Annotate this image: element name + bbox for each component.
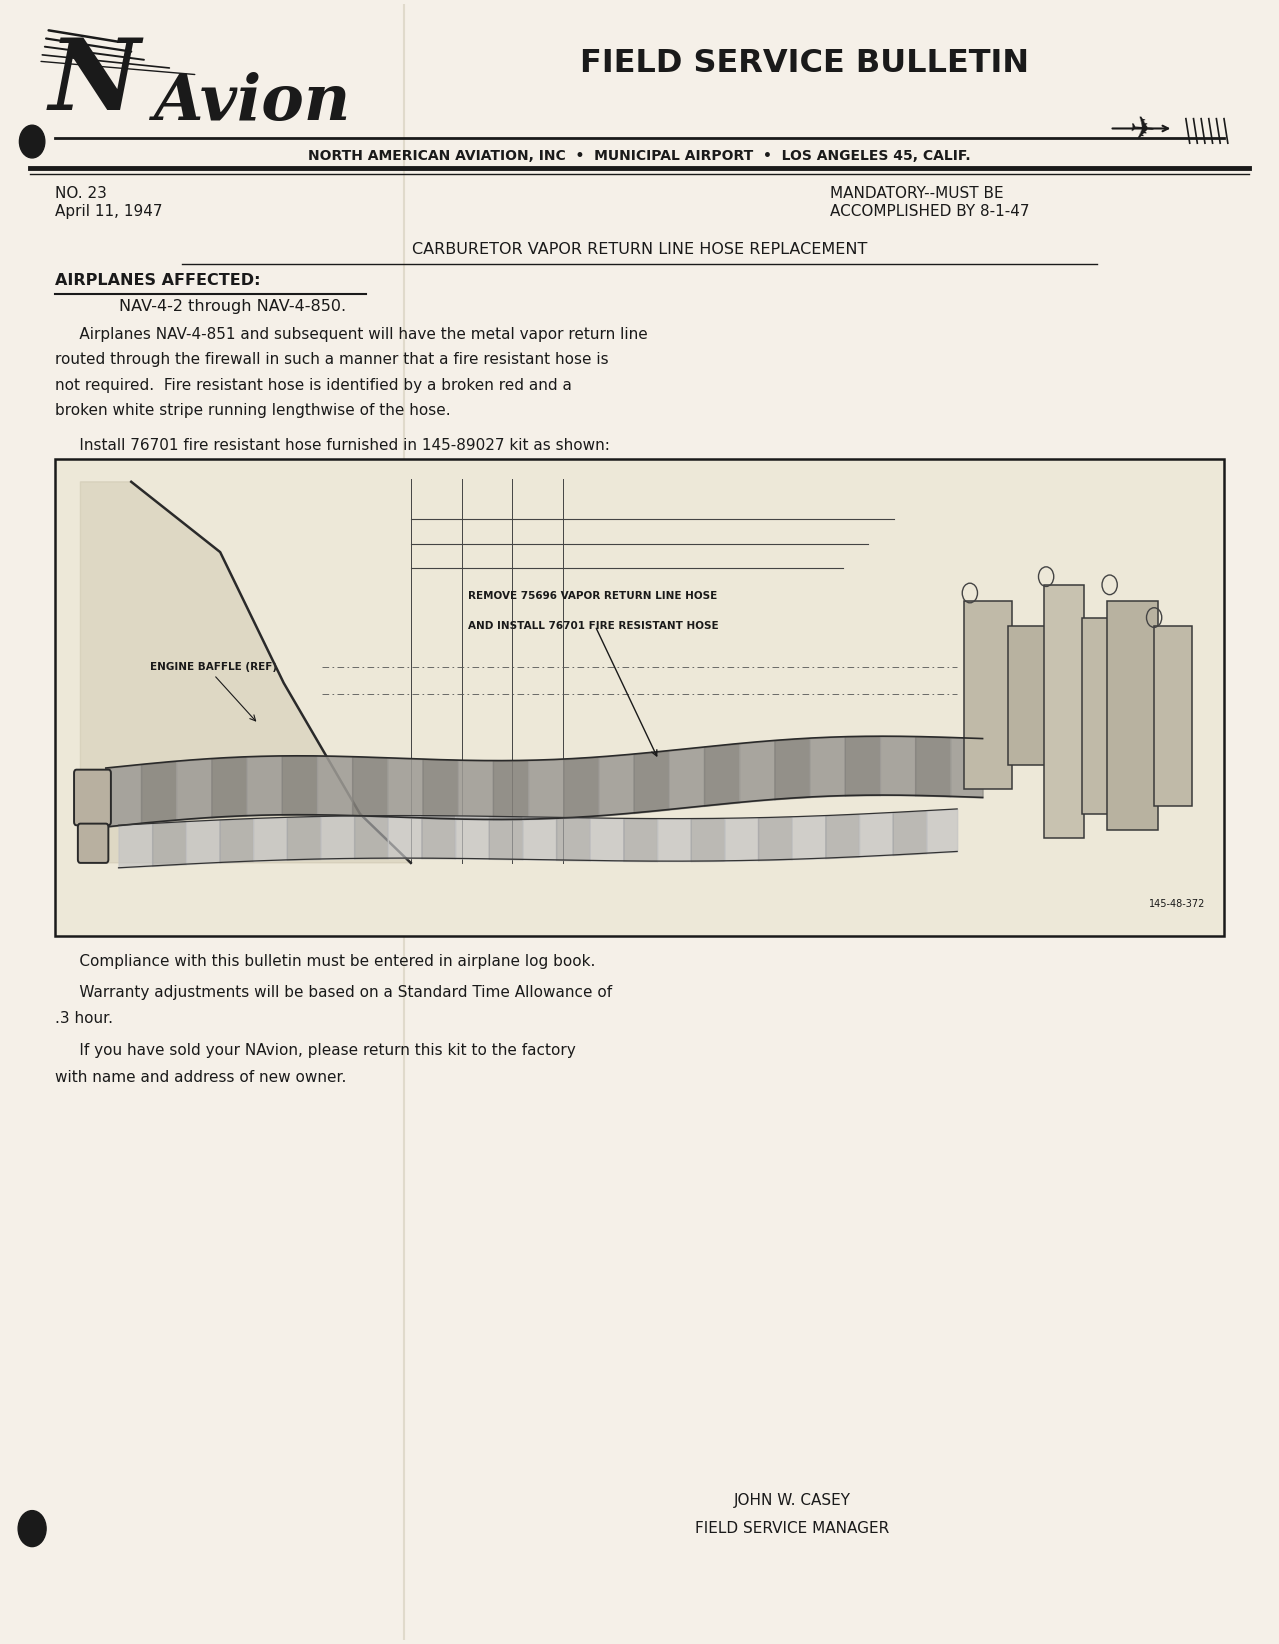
Text: with name and address of new owner.: with name and address of new owner. (55, 1070, 347, 1085)
Text: broken white stripe running lengthwise of the hose.: broken white stripe running lengthwise o… (55, 403, 450, 418)
FancyBboxPatch shape (1044, 585, 1085, 838)
Text: Compliance with this bulletin must be entered in airplane log book.: Compliance with this bulletin must be en… (55, 954, 595, 968)
Text: CARBURETOR VAPOR RETURN LINE HOSE REPLACEMENT: CARBURETOR VAPOR RETURN LINE HOSE REPLAC… (412, 242, 867, 256)
Text: AND INSTALL 76701 FIRE RESISTANT HOSE: AND INSTALL 76701 FIRE RESISTANT HOSE (468, 621, 719, 631)
Polygon shape (81, 482, 411, 863)
Text: NO. 23: NO. 23 (55, 186, 107, 202)
FancyBboxPatch shape (78, 824, 109, 863)
Text: AIRPLANES AFFECTED:: AIRPLANES AFFECTED: (55, 273, 261, 288)
Text: not required.  Fire resistant hose is identified by a broken red and a: not required. Fire resistant hose is ide… (55, 378, 572, 393)
Text: N: N (49, 35, 139, 132)
Text: FIELD SERVICE BULLETIN: FIELD SERVICE BULLETIN (581, 48, 1030, 79)
Text: ENGINE BAFFLE (REF): ENGINE BAFFLE (REF) (151, 661, 278, 672)
Text: FIELD SERVICE MANAGER: FIELD SERVICE MANAGER (694, 1521, 889, 1535)
Text: routed through the firewall in such a manner that a fire resistant hose is: routed through the firewall in such a ma… (55, 352, 609, 367)
Text: .3 hour.: .3 hour. (55, 1011, 113, 1026)
Text: JOHN W. CASEY: JOHN W. CASEY (733, 1493, 851, 1508)
FancyBboxPatch shape (1154, 626, 1192, 806)
Text: NAV-4-2 through NAV-4-850.: NAV-4-2 through NAV-4-850. (119, 299, 345, 314)
Text: NORTH AMERICAN AVIATION, INC  •  MUNICIPAL AIRPORT  •  LOS ANGELES 45, CALIF.: NORTH AMERICAN AVIATION, INC • MUNICIPAL… (308, 150, 971, 163)
FancyBboxPatch shape (1008, 626, 1046, 764)
Text: Install 76701 fire resistant hose furnished in 145-89027 kit as shown:: Install 76701 fire resistant hose furnis… (55, 439, 610, 454)
Text: Avion: Avion (153, 72, 352, 133)
FancyBboxPatch shape (55, 459, 1224, 937)
Text: Warranty adjustments will be based on a Standard Time Allowance of: Warranty adjustments will be based on a … (55, 985, 613, 1000)
Text: April 11, 1947: April 11, 1947 (55, 204, 162, 219)
Text: ACCOMPLISHED BY 8-1-47: ACCOMPLISHED BY 8-1-47 (830, 204, 1030, 219)
Text: If you have sold your NAvion, please return this kit to the factory: If you have sold your NAvion, please ret… (55, 1044, 576, 1059)
FancyBboxPatch shape (1082, 618, 1110, 814)
Circle shape (18, 1511, 46, 1547)
FancyBboxPatch shape (1108, 602, 1157, 830)
Text: 145-48-372: 145-48-372 (1149, 899, 1205, 909)
Text: ✈: ✈ (1128, 115, 1155, 146)
Circle shape (19, 125, 45, 158)
Text: MANDATORY--MUST BE: MANDATORY--MUST BE (830, 186, 1004, 202)
FancyBboxPatch shape (963, 602, 1012, 789)
Text: REMOVE 75696 VAPOR RETURN LINE HOSE: REMOVE 75696 VAPOR RETURN LINE HOSE (468, 592, 718, 602)
FancyBboxPatch shape (74, 769, 111, 825)
Text: Airplanes NAV-4-851 and subsequent will have the metal vapor return line: Airplanes NAV-4-851 and subsequent will … (55, 327, 647, 342)
